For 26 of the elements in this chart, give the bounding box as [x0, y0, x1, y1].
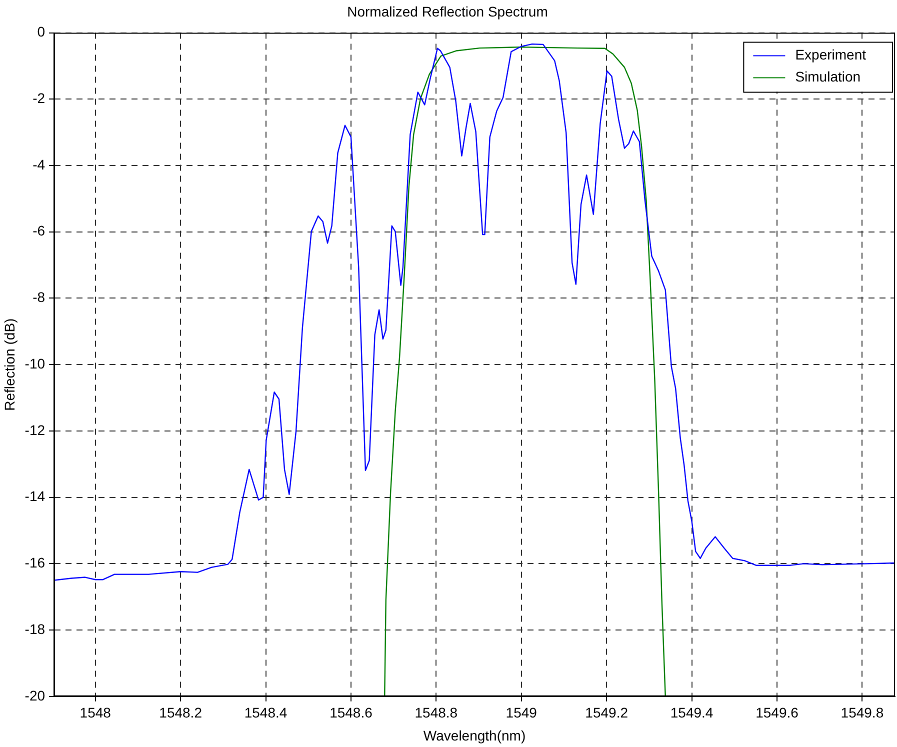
y-tick-label: -14: [24, 488, 46, 504]
y-tick-label: -2: [32, 90, 46, 106]
y-tick-label: -12: [24, 422, 46, 438]
y-tick-label: -6: [32, 222, 46, 239]
y-tick-label: -10: [24, 355, 46, 372]
x-tick-label: 1549.4: [670, 704, 714, 721]
legend-label: Experiment: [795, 46, 866, 63]
y-tick-label: -8: [32, 289, 46, 306]
x-tick-label: 1549.8: [840, 704, 884, 721]
x-tick-label: 1548.6: [330, 704, 373, 721]
x-tick-label: 1548: [80, 704, 112, 721]
y-tick-label: -20: [24, 687, 46, 704]
chart-title: Normalized Reflection Spectrum: [347, 3, 548, 20]
x-tick-label: 1548.2: [159, 704, 202, 721]
x-tick-label: 1548.8: [414, 704, 458, 721]
x-tick-label: 1549: [506, 704, 538, 721]
x-axis-title: Wavelength(nm): [423, 727, 526, 744]
y-tick-label: 0: [37, 24, 46, 40]
x-tick-label: 1549.2: [585, 704, 628, 721]
y-axis-title: Reflection (dB): [1, 318, 18, 411]
x-tick-label: 1548.4: [244, 704, 288, 721]
x-tick-label: 1549.6: [756, 704, 799, 721]
y-tick-label: -16: [24, 554, 46, 571]
legend-label: Simulation: [795, 68, 861, 85]
y-tick-label: -18: [24, 620, 46, 637]
y-tick-label: -4: [32, 156, 46, 172]
